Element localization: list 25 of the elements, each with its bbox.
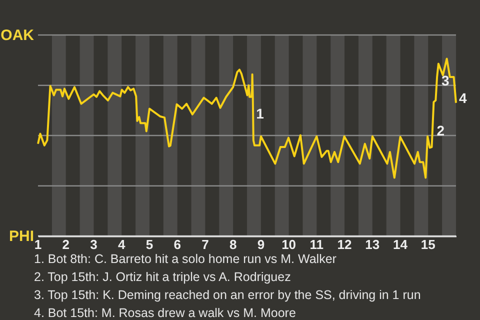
ref-line-label: PHI <box>8 228 34 245</box>
text: 3. Top 15th: K. Deming reached on an error by the SS, driving in 1 run <box>34 287 422 304</box>
x-tick-label: 4 <box>118 237 126 252</box>
annotation: 1 <box>256 106 264 122</box>
x-tick-label: 13 <box>365 237 380 252</box>
annotation: 4 <box>459 90 467 106</box>
x-tick-label: 11 <box>310 237 324 252</box>
annotation: 3 <box>441 72 450 88</box>
text: 1. Bot 8th: C. Barreto hit a solo home run vs M. Walker <box>34 252 336 266</box>
x-tick-label: 6 <box>174 237 181 252</box>
x-tick-label: 5 <box>146 237 154 252</box>
x-tick-label: 14 <box>393 237 408 252</box>
x-tick-label: 15 <box>420 237 436 252</box>
x-tick-label: 9 <box>257 237 265 252</box>
x-tick-label: 8 <box>229 237 237 252</box>
x-tick-label: 1 <box>34 237 42 252</box>
x-tick-label: 7 <box>202 237 209 252</box>
ref-line-label: OAK <box>0 27 34 44</box>
annotation: 2 <box>436 122 445 138</box>
text: 2. Top 15th: J. Ortiz hit a triple vs A. Rodriguez <box>34 269 292 286</box>
x-tick-label: 3 <box>90 237 98 252</box>
x-tick-label: 10 <box>282 237 296 252</box>
x-tick-label: 2 <box>62 237 70 252</box>
x-tick-label: 12 <box>337 237 352 252</box>
text: 4. Bot 15th: M. Rosas drew a walk vs M. Moore <box>34 305 297 320</box>
